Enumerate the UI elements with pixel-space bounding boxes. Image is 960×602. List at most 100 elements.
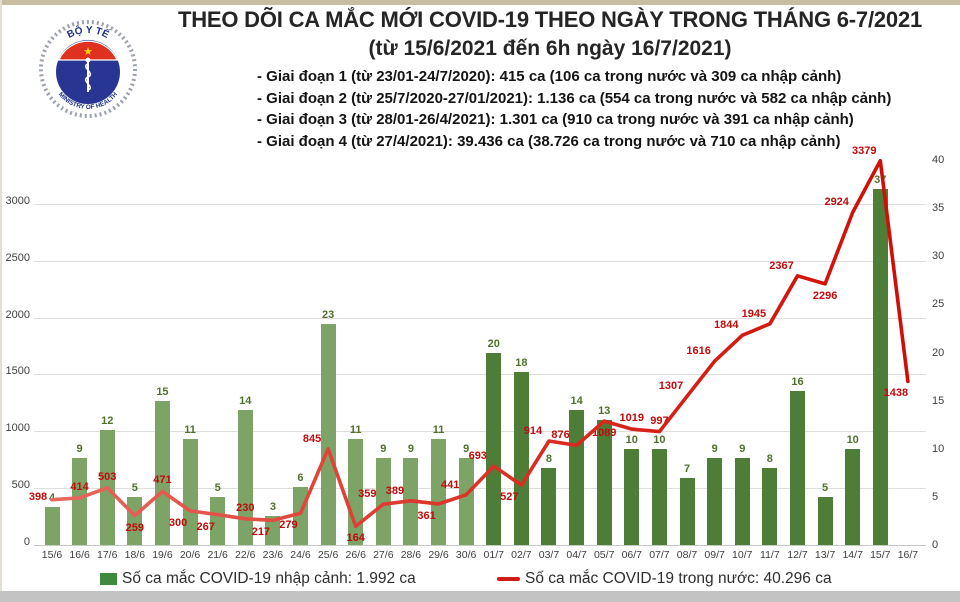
phase-3-summary: - Giai đoạn 3 (từ 28/01-26/4/2021): 1.30… (257, 111, 854, 129)
right-axis-tick: 10 (932, 442, 945, 455)
bar-value-label: 6 (297, 472, 304, 485)
imported-cases-bar (789, 391, 805, 545)
x-axis-date-label: 02/7 (511, 549, 532, 561)
bar-value-label: 9 (711, 443, 718, 456)
gridline (34, 317, 926, 319)
imported-cases-bar (569, 410, 585, 545)
imported-cases-bar (237, 410, 253, 545)
legend-domestic-label: Số ca mắc COVID-19 trong nước: 40.296 ca (525, 570, 832, 587)
bar-value-label: 20 (487, 337, 500, 350)
left-axis-tick: 1500 (5, 365, 30, 378)
legend-domestic-cases: Số ca mắc COVID-19 trong nước: 40.296 ca (497, 570, 832, 588)
bar-value-label: 10 (625, 433, 638, 446)
bar-value-label: 12 (101, 414, 114, 427)
x-axis-date-label: 05/7 (593, 549, 615, 561)
bar-value-label: 11 (349, 424, 362, 437)
line-value-label: 300 (168, 516, 188, 529)
imported-cases-bar (182, 439, 198, 545)
x-axis-date-label: 19/6 (152, 549, 173, 561)
domestic-cases-line (50, 158, 910, 529)
chart-legend: Số ca mắc COVID-19 nhập cảnh: 1.992 ca S… (0, 570, 960, 590)
line-value-label: 230 (236, 501, 255, 514)
x-axis-date-label: 07/7 (649, 549, 670, 561)
logo-star-icon: ★ (83, 46, 93, 58)
chart-title: THEO DÕI CA MẮC MỚI COVID-19 THEO NGÀY T… (177, 7, 923, 32)
bar-value-label: 5 (822, 481, 829, 494)
line-value-label: 845 (302, 432, 322, 445)
imported-cases-bar (513, 371, 529, 545)
imported-cases-bar (651, 448, 667, 545)
x-axis-date-label: 16/6 (69, 549, 90, 561)
line-value-label: 471 (153, 474, 172, 487)
bar-value-label: 18 (515, 356, 528, 369)
bar-value-label: 3 (269, 501, 276, 514)
logo-rod-of-asclepius-icon (84, 57, 92, 92)
x-axis-date-label: 10/7 (732, 549, 753, 561)
x-axis-date-label: 06/7 (621, 549, 643, 561)
x-axis-date-label: 20/6 (179, 549, 201, 561)
right-axis-tick: 20 (932, 346, 945, 359)
right-axis-tick: 15 (932, 394, 945, 407)
line-value-label: 414 (70, 480, 89, 493)
bar-value-label: 14 (570, 395, 583, 408)
right-axis-tick: 30 (932, 250, 945, 263)
line-value-label: 3379 (852, 144, 877, 157)
bar-value-label: 5 (131, 481, 138, 494)
x-axis-date-label: 12/7 (787, 549, 808, 561)
logo-red-segment (57, 40, 119, 61)
bar-value-label: 4 (48, 491, 56, 504)
imported-cases-bar (44, 506, 60, 545)
x-axis-date-label: 15/6 (41, 549, 63, 561)
line-value-label: 361 (417, 509, 436, 522)
right-axis-tick: 25 (932, 298, 945, 311)
ministry-of-health-logo: ★ BỘ Y TẾ MINISTRY OF HEALTH (39, 20, 137, 118)
line-value-label: 1089 (591, 427, 617, 440)
left-border-strip (0, 0, 2, 602)
bar-value-label: 10 (653, 433, 666, 446)
legend-imported-label: Số ca mắc COVID-19 nhập cảnh: 1.992 ca (122, 570, 416, 587)
bar-value-label: 7 (683, 462, 691, 475)
x-axis-date-label: 30/6 (455, 549, 477, 561)
imported-cases-bar (154, 400, 170, 545)
x-axis-date-label: 04/7 (566, 549, 587, 561)
bar-value-label: 14 (239, 395, 252, 408)
line-value-label: 503 (98, 470, 117, 483)
imported-cases-bar (817, 496, 833, 545)
left-axis-tick: 2500 (5, 251, 30, 264)
left-axis-tick: 500 (11, 479, 30, 492)
line-value-label: 1438 (883, 387, 909, 400)
imported-cases-bar (734, 458, 750, 545)
imported-cases-bar (292, 487, 308, 545)
line-value-label: 876 (551, 429, 570, 442)
line-value-label: 693 (468, 450, 487, 463)
x-axis-date-label: 17/6 (97, 549, 118, 561)
bar-value-label: 13 (598, 404, 611, 417)
right-axis-tick: 0 (932, 539, 939, 551)
line-value-label: 2924 (824, 196, 849, 209)
svg-text:BỘ Y TẾ: BỘ Y TẾ (66, 23, 112, 41)
x-axis-date-label: 03/7 (538, 549, 560, 561)
imported-cases-bar (320, 323, 336, 545)
bar-value-label: 11 (184, 424, 196, 437)
bar-value-label: 5 (214, 481, 221, 494)
bar-value-label: 9 (380, 443, 387, 456)
imported-cases-bar (679, 477, 695, 545)
line-value-label: 279 (279, 519, 298, 532)
phase-1-summary: - Giai đoạn 1 (từ 23/01-24/7/2020): 415 … (257, 68, 842, 85)
imported-cases-bar (72, 458, 88, 545)
line-value-label: 164 (346, 532, 365, 545)
line-value-label: 259 (125, 521, 145, 534)
imported-cases-bar (845, 448, 861, 545)
x-axis-date-label: 16/7 (897, 549, 919, 561)
imported-cases-bar (375, 458, 391, 545)
phase-2-summary: - Giai đoạn 2 (từ 25/7/2020-27/01/2021):… (257, 89, 892, 107)
bar-value-label: 16 (791, 376, 804, 388)
line-value-label: 1616 (686, 345, 711, 358)
x-axis-date-label: 18/6 (124, 549, 146, 561)
right-axis-tick: 5 (932, 490, 939, 503)
right-axis-tick: 35 (932, 202, 945, 215)
bar-value-label: 9 (739, 443, 746, 456)
x-axis-baseline (34, 545, 926, 546)
x-axis-date-label: 25/6 (317, 549, 339, 561)
x-axis-date-label: 24/6 (290, 549, 311, 561)
